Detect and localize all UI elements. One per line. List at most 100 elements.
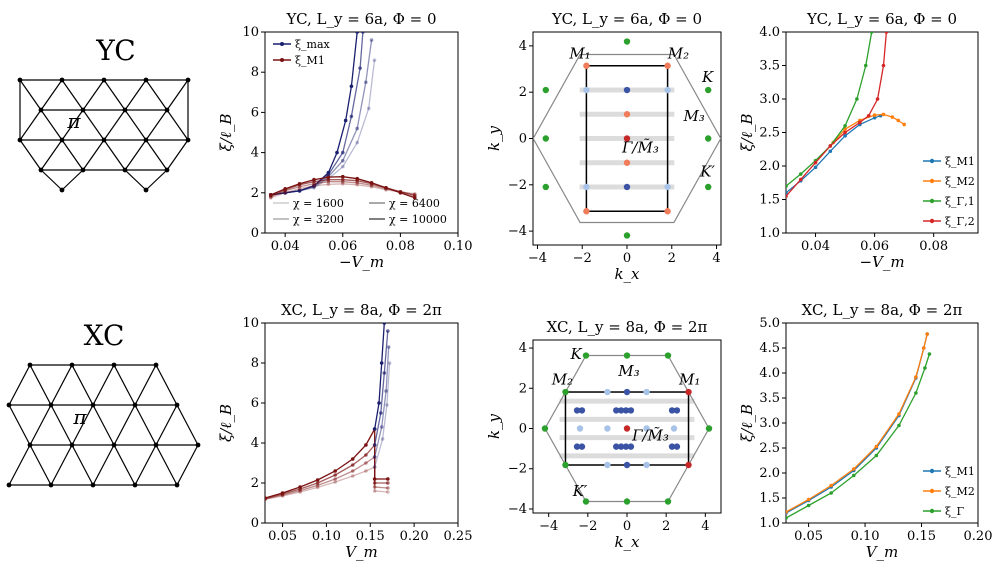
- lattice-bond: [71, 444, 94, 486]
- lattice-site: [38, 107, 44, 113]
- data-point: [927, 352, 932, 356]
- data-point: [863, 63, 868, 68]
- data-point: [355, 126, 359, 131]
- x-tick-label: 0.04: [271, 239, 300, 254]
- data-point: [312, 183, 316, 188]
- data-point: [881, 63, 886, 68]
- lattice-site: [132, 402, 138, 408]
- data-point: [372, 489, 377, 493]
- lattice-bond: [145, 169, 168, 191]
- series-line: [265, 428, 388, 499]
- plot-area: [533, 38, 721, 239]
- k-point: [623, 232, 631, 239]
- lattice-bond: [92, 404, 115, 446]
- series-line: [265, 465, 388, 501]
- lattice-yc-label: YC: [95, 34, 135, 67]
- x-tick-label: −4: [528, 251, 547, 266]
- series-line: [265, 443, 388, 500]
- k-point: [604, 461, 611, 469]
- bz-label: M₂: [551, 370, 573, 388]
- data-point: [326, 175, 331, 179]
- data-point: [813, 165, 818, 170]
- k-point: [685, 388, 692, 396]
- legend-label: ξ_M1: [945, 465, 975, 478]
- k-point: [623, 38, 631, 45]
- bz-label: Γ/M̃₃: [631, 427, 669, 445]
- k-point: [664, 208, 671, 215]
- y-tick-label: 2.5: [759, 126, 780, 141]
- y-tick-label: −4: [508, 224, 527, 239]
- data-point: [869, 32, 874, 34]
- y-tick-label: 2: [251, 186, 259, 201]
- legend-marker: [929, 178, 935, 184]
- k-point: [664, 86, 671, 94]
- lattice-bond: [155, 444, 178, 486]
- lattice-site: [101, 137, 107, 143]
- data-point: [283, 191, 287, 195]
- data-point: [897, 412, 901, 416]
- k-point: [623, 159, 631, 166]
- lattice-bond: [92, 444, 115, 486]
- y-tick-label: 4.0: [759, 366, 780, 381]
- plot-area: [268, 32, 417, 200]
- data-point: [364, 469, 368, 473]
- data-point: [398, 189, 403, 194]
- data-point: [923, 366, 927, 370]
- y-tick-label: 3.0: [759, 92, 780, 107]
- data-point: [315, 483, 320, 488]
- lattice-site: [164, 107, 170, 113]
- legend-marker: [929, 158, 935, 164]
- data-point: [412, 193, 417, 197]
- data-point: [384, 186, 388, 191]
- data-point: [372, 455, 377, 459]
- k-point: [617, 443, 625, 450]
- y-tick-label: 4.0: [759, 25, 780, 40]
- data-point: [896, 118, 901, 123]
- data-point: [280, 492, 285, 496]
- lattice-bond: [19, 79, 42, 111]
- data-point: [297, 188, 302, 193]
- data-point: [366, 106, 371, 111]
- series-line: [786, 353, 931, 519]
- data-point: [283, 191, 287, 195]
- lattice-bond: [61, 169, 84, 191]
- k-point: [573, 407, 581, 414]
- data-point: [361, 32, 365, 34]
- k-point: [668, 407, 676, 414]
- k-point: [578, 407, 586, 414]
- chart-xc-mode-lengths: XC, L_y = 8a, Φ = 2π 0.05 0.10 0.15 0.20 1.0 1…: [738, 301, 992, 561]
- chart-title: YC, L_y = 6a, Φ = 0: [551, 10, 702, 28]
- bz-label: K: [569, 345, 582, 363]
- y-tick-label: 2.5: [759, 441, 780, 456]
- lattice-xc: XC π: [6, 319, 201, 488]
- lattice-bond: [19, 139, 42, 171]
- x-tick-label: 0.05: [268, 529, 297, 544]
- lattice-bond: [61, 109, 84, 141]
- lattice-site: [6, 402, 12, 408]
- lattice-bond: [82, 139, 105, 171]
- data-point: [298, 490, 302, 494]
- y-axis-label: ξ/ℓ_B: [217, 404, 235, 442]
- bz-rectangle: [585, 65, 669, 212]
- k-point: [627, 407, 635, 414]
- series-line: [270, 181, 415, 198]
- data-point: [283, 187, 287, 192]
- data-point: [855, 97, 859, 101]
- lattice-bond: [92, 364, 115, 406]
- lattice-bond: [166, 109, 189, 141]
- data-point: [326, 179, 331, 184]
- k-point: [643, 425, 650, 432]
- y-tick-label: 8: [251, 356, 259, 371]
- k-point: [582, 498, 590, 505]
- data-point: [872, 113, 877, 117]
- x-tick-label: 0.20: [400, 529, 429, 544]
- k-point: [613, 407, 620, 414]
- y-tick-label: 3.5: [759, 391, 780, 406]
- data-point: [350, 474, 355, 478]
- data-point: [386, 490, 390, 494]
- data-point: [369, 181, 374, 186]
- data-point: [312, 179, 316, 184]
- lattice-bond: [82, 79, 105, 111]
- y-tick-label: 5.0: [759, 316, 780, 331]
